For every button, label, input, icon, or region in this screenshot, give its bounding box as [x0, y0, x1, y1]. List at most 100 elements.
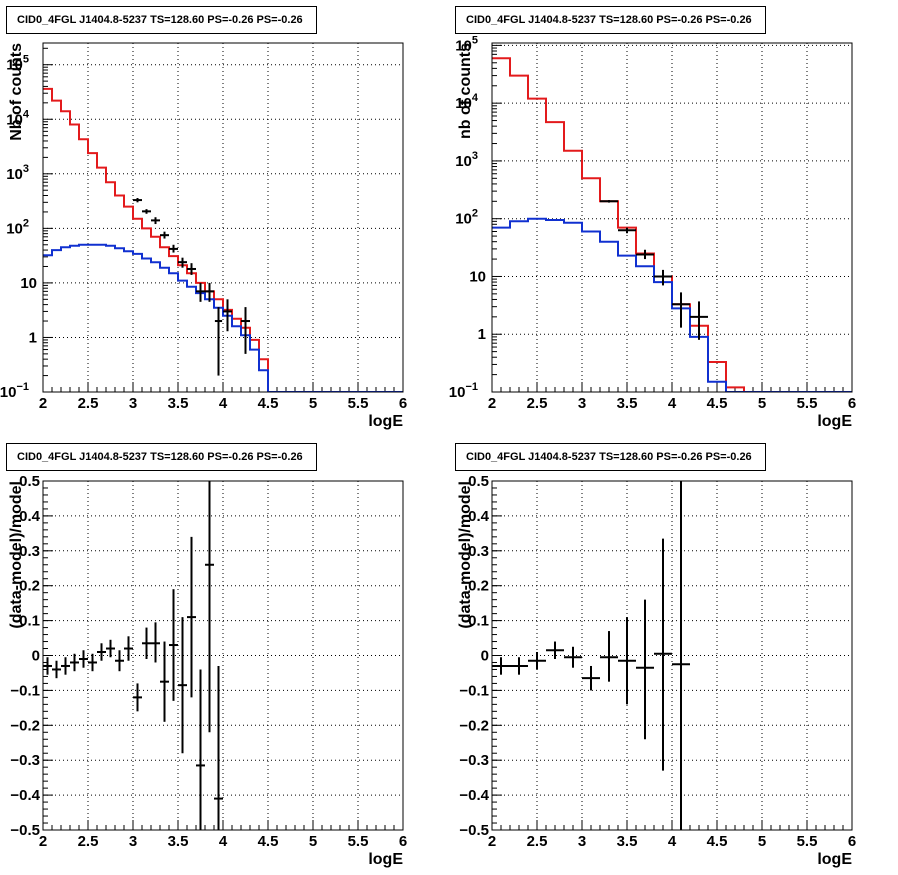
- x-tick-label: 4.5: [707, 833, 728, 850]
- y-tick-label: 0.3: [19, 543, 40, 560]
- x-tick-label: 5: [758, 833, 766, 850]
- x-tick-label: 5.5: [348, 833, 369, 850]
- plot-area: [43, 87, 403, 392]
- x-tick-label: 3.5: [617, 395, 638, 412]
- x-tick-label: 3.5: [617, 833, 638, 850]
- plot-area: [492, 481, 690, 830]
- y-tick-label: 0.4: [19, 508, 41, 525]
- x-tick-label: 3.5: [168, 395, 189, 412]
- y-tick-label: 102: [455, 208, 478, 228]
- x-axis-title: logE: [368, 413, 403, 430]
- x-tick-label: 5.5: [348, 395, 369, 412]
- x-tick-label: 4: [219, 833, 228, 850]
- y-tick-label: −0.5: [459, 822, 489, 839]
- x-tick-label: 6: [399, 395, 407, 412]
- x-tick-label: 5: [758, 395, 766, 412]
- y-tick-label: 0.1: [19, 613, 40, 630]
- x-tick-label: 2: [488, 833, 496, 850]
- y-tick-label: 0.2: [19, 578, 40, 595]
- x-tick-label: 2.5: [78, 833, 99, 850]
- series-model-total-line: [43, 87, 403, 392]
- x-tick-label: 4.5: [258, 395, 279, 412]
- panel-1: 2 2.5 3 3.5 4 4.5 5 5.5 6 10−1 1 10 102 103 104 105 logE…: [0, 42, 407, 430]
- x-tick-label: 2: [39, 833, 47, 850]
- y-tick-label: 0.5: [468, 473, 489, 490]
- x-tick-label: 3: [129, 395, 137, 412]
- y-tick-label: 0.1: [468, 613, 489, 630]
- series-model-total-line: [492, 57, 852, 392]
- panel-2: 2 2.5 3 3.5 4 4.5 5 5.5 6 10−1 1 10 102 103 104 105 logE…: [449, 34, 856, 430]
- x-tick-label: 4.5: [707, 395, 728, 412]
- y-tick-label: 10−1: [0, 381, 29, 401]
- y-tick-label: 0: [481, 648, 489, 665]
- y-tick-label: 10−1: [449, 381, 478, 401]
- panel-4: 2 2.5 3 3.5 4 4.5 5 5.5 6 −0.5 −0.4 −0.3 −0.2 −0.1 0 0.…: [457, 473, 856, 868]
- plot-frame: [491, 480, 853, 831]
- y-tick-label: 102: [6, 217, 29, 237]
- y-tick-label: −0.2: [459, 717, 489, 734]
- x-tick-label: 2: [39, 395, 47, 412]
- y-tick-label: 103: [455, 150, 478, 170]
- series-model-component-line: [492, 217, 852, 392]
- y-axis-title: (data-model)/model: [8, 481, 25, 629]
- y-tick-label: 0.3: [468, 543, 489, 560]
- x-tick-label: 2.5: [527, 395, 548, 412]
- y-tick-label: −0.4: [459, 787, 489, 804]
- x-tick-label: 4: [668, 395, 677, 412]
- panel-4-title: CID0_4FGL J1404.8-5237 TS=128.60 PS=-0.2…: [455, 443, 766, 471]
- x-axis-title: logE: [817, 851, 852, 868]
- x-tick-label: 6: [399, 833, 407, 850]
- y-tick-label: −0.3: [459, 752, 489, 769]
- panel-3-title: CID0_4FGL J1404.8-5237 TS=128.60 PS=-0.2…: [6, 443, 317, 471]
- y-axis-title: Nb of counts: [8, 43, 25, 141]
- y-tick-label: −0.2: [10, 717, 40, 734]
- y-tick-label: 105: [455, 34, 478, 54]
- x-tick-label: 3: [578, 395, 586, 412]
- y-tick-label: −0.5: [10, 822, 40, 839]
- x-tick-label: 6: [848, 833, 856, 850]
- y-tick-label: 105: [6, 54, 29, 74]
- x-tick-label: 3: [578, 833, 586, 850]
- y-tick-label: 0.2: [468, 578, 489, 595]
- x-tick-label: 5: [309, 833, 317, 850]
- y-axis-title: (data-model)/model: [457, 481, 474, 629]
- x-tick-label: 2: [488, 395, 496, 412]
- x-tick-label: 5.5: [797, 395, 818, 412]
- y-tick-label: 104: [6, 108, 30, 128]
- plot-area: [43, 481, 223, 830]
- panel-1-title: CID0_4FGL J1404.8-5237 TS=128.60 PS=-0.2…: [6, 6, 317, 34]
- y-axis-title: nb of counts: [457, 43, 474, 139]
- y-tick-label: −0.3: [10, 752, 40, 769]
- y-tick-label: 0.4: [468, 508, 490, 525]
- x-tick-label: 2.5: [527, 833, 548, 850]
- x-tick-label: 5.5: [797, 833, 818, 850]
- x-axis-title: logE: [368, 851, 403, 868]
- x-tick-label: 6: [848, 395, 856, 412]
- y-tick-label: 1: [478, 326, 486, 343]
- x-tick-label: 4.5: [258, 833, 279, 850]
- x-tick-label: 3: [129, 833, 137, 850]
- x-tick-label: 5: [309, 395, 317, 412]
- y-tick-label: 10: [469, 268, 486, 285]
- panel-3: 2 2.5 3 3.5 4 4.5 5 5.5 6 −0.5 −0.4 −0.3 −0.2 −0.1 0 0.…: [8, 473, 407, 868]
- x-tick-label: 2.5: [78, 395, 99, 412]
- y-tick-label: 104: [455, 92, 479, 112]
- series-model-component-line: [43, 243, 403, 392]
- y-tick-label: 0: [32, 648, 40, 665]
- x-tick-label: 4: [219, 395, 228, 412]
- y-tick-label: 103: [6, 163, 29, 183]
- y-tick-label: −0.4: [10, 787, 40, 804]
- y-tick-label: −0.1: [10, 682, 40, 699]
- x-tick-label: 4: [668, 833, 677, 850]
- y-tick-label: 0.5: [19, 473, 40, 490]
- plot-frame: [42, 480, 404, 831]
- plot-frame: [42, 42, 404, 393]
- plot-frame: [491, 42, 853, 393]
- x-axis-title: logE: [817, 413, 852, 430]
- y-tick-label: −0.1: [459, 682, 489, 699]
- x-tick-label: 3.5: [168, 833, 189, 850]
- y-tick-label: 10: [20, 275, 37, 292]
- y-tick-label: 1: [29, 329, 37, 346]
- plot-area: [492, 57, 852, 392]
